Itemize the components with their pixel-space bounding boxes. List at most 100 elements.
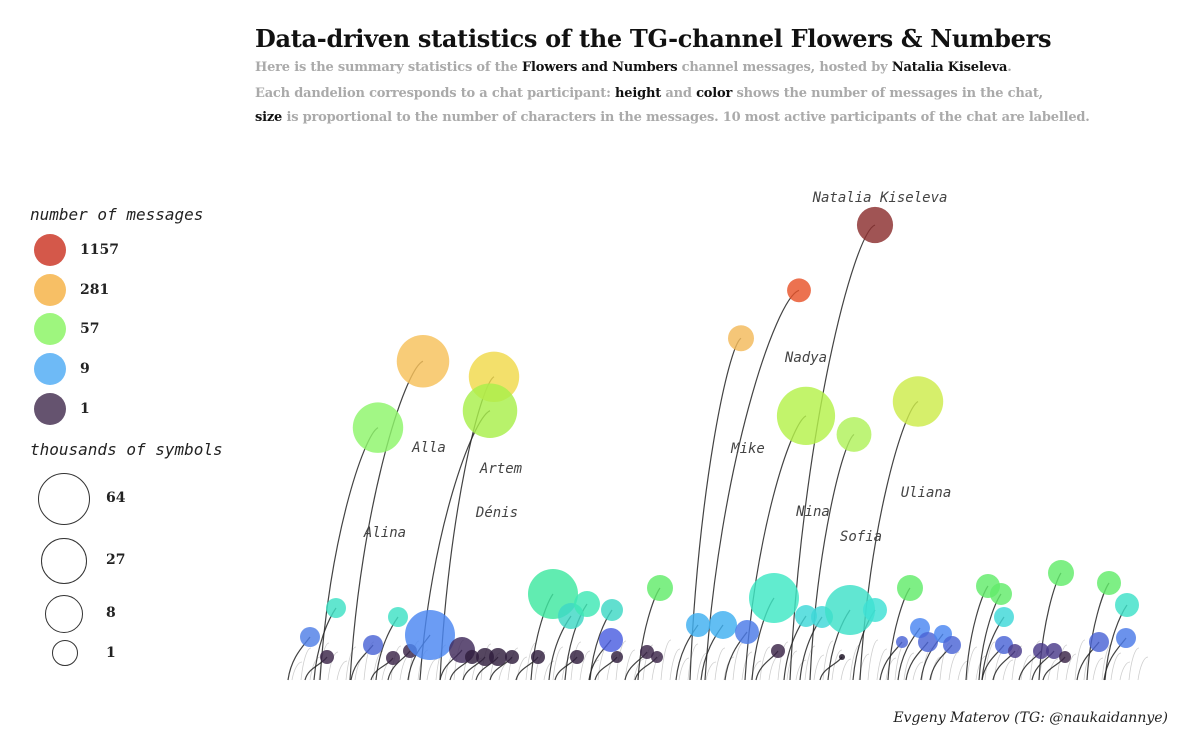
subtitle-emphasis: size [255, 110, 283, 125]
background-stem [1137, 656, 1149, 681]
dandelion-head [363, 635, 383, 655]
dandelion-head-natalia-kiseleva [856, 206, 894, 244]
background-stem [795, 659, 807, 681]
dandelion-head [386, 651, 400, 665]
participant-label-alla: Alla [411, 440, 446, 456]
background-stem [912, 661, 924, 681]
background-stem [1119, 661, 1131, 681]
background-stem [552, 646, 564, 681]
background-stem [543, 660, 555, 681]
dandelion-head [990, 583, 1012, 605]
background-stem [957, 660, 969, 681]
dandelion-head [651, 651, 663, 663]
participant-label-d-nis: Dénis [475, 505, 518, 521]
participant-label-mike: Mike [730, 441, 765, 457]
dandelion-stem [704, 289, 800, 681]
background-stem [732, 642, 744, 681]
dandelion-head [863, 598, 887, 622]
participant-label-nina: Nina [795, 504, 830, 520]
subtitle-line-3: size is proportional to the number of ch… [255, 110, 1090, 125]
legend-label-1: 1 [80, 401, 90, 417]
dandelion-head [405, 610, 455, 660]
dandelion-head-mike [728, 325, 754, 352]
dandelion-head [943, 636, 961, 654]
background-stem [1002, 659, 1014, 681]
dandelion-head [686, 613, 710, 637]
background-stem [579, 650, 591, 681]
participant-label-natalia-kiseleva: Natalia Kiseleva [812, 190, 948, 206]
dandelion-head [388, 607, 408, 627]
dandelion-head [1048, 560, 1074, 586]
background-stem [840, 658, 852, 681]
size-legend-label-8: 8 [106, 605, 116, 621]
dandelion-head [1116, 628, 1136, 648]
background-stem [750, 660, 762, 681]
background-stem [714, 647, 726, 681]
dandelion-head [601, 599, 623, 621]
size-legend-label-27: 27 [106, 552, 126, 568]
subtitle-line-2: Each dandelion corresponds to a chat par… [255, 86, 1043, 101]
dandelion-head [599, 628, 623, 652]
participant-label-alina: Alina [363, 525, 406, 541]
dandelion-head [897, 575, 923, 601]
subtitle-emphasis: color [696, 86, 733, 101]
heads-layer [300, 206, 1139, 666]
legend-swatch-1157 [34, 234, 66, 266]
background-stem [1074, 639, 1086, 681]
background-stem [822, 640, 834, 681]
legend-swatch-281 [34, 274, 66, 306]
size-legend-label-1: 1 [106, 645, 116, 661]
dandelion-head [749, 573, 799, 623]
labels-layer: Natalia Kiseleva Nadya Mike Alla Artem Uliana… [363, 190, 951, 545]
subtitle-text: is proportional to the number of charact… [282, 110, 1090, 125]
dandelion-head [825, 585, 875, 635]
background-stem [1128, 647, 1140, 681]
background-stem [903, 652, 915, 681]
background-stem [426, 658, 438, 681]
background-stem [984, 641, 996, 681]
background-stem [867, 639, 879, 681]
subtitle-text: channel messages, hosted by [677, 60, 892, 75]
color-legend-title: number of messages [30, 205, 204, 224]
background-stem [1092, 657, 1104, 681]
dandelion-stem [637, 587, 661, 681]
dandelion-head [570, 650, 584, 664]
background-stem [615, 640, 627, 681]
dandelion-head [896, 636, 908, 648]
legend-swatch-57 [34, 313, 66, 345]
background-stem [966, 646, 978, 681]
subtitle-text: and [661, 86, 697, 101]
background-stem [354, 655, 366, 681]
background-stem [696, 652, 708, 681]
size-legend-circle-8 [45, 595, 83, 633]
background-stem [669, 648, 681, 681]
background-stem [831, 649, 843, 681]
dandelion-head [611, 651, 623, 663]
dandelion-head [994, 607, 1014, 627]
subtitle-text: shows the number of messages in the chat… [732, 86, 1043, 101]
subtitle-text: Each dandelion corresponds to a chat par… [255, 86, 616, 101]
dandelion-head-d-nis [462, 383, 518, 438]
dandelion-head [326, 598, 346, 618]
dandelion-head-alla [396, 334, 450, 388]
background-stem [705, 661, 717, 681]
dandelion-head [489, 648, 507, 666]
dandelion-head-nadya [787, 278, 811, 303]
credit: Evgeny Materov (TG: @naukaidannye) [893, 710, 1168, 726]
legend-label-281: 281 [80, 282, 110, 298]
dandelion-head-uliana [892, 376, 944, 427]
participant-label-sofia: Sofia [840, 529, 882, 545]
dandelion-head [795, 605, 817, 627]
participant-label-uliana: Uliana [901, 485, 952, 501]
background-stem [300, 647, 312, 681]
dandelion-stem [1086, 582, 1110, 681]
background-stem [759, 646, 771, 681]
background-stem [525, 642, 537, 681]
dandelion-head [647, 575, 673, 601]
dandelion-head [709, 611, 737, 639]
dandelion-head [918, 632, 938, 652]
subtitle-emphasis: height [615, 86, 662, 101]
dandelion-head-alina [352, 402, 404, 453]
dandelion-head [531, 650, 545, 664]
